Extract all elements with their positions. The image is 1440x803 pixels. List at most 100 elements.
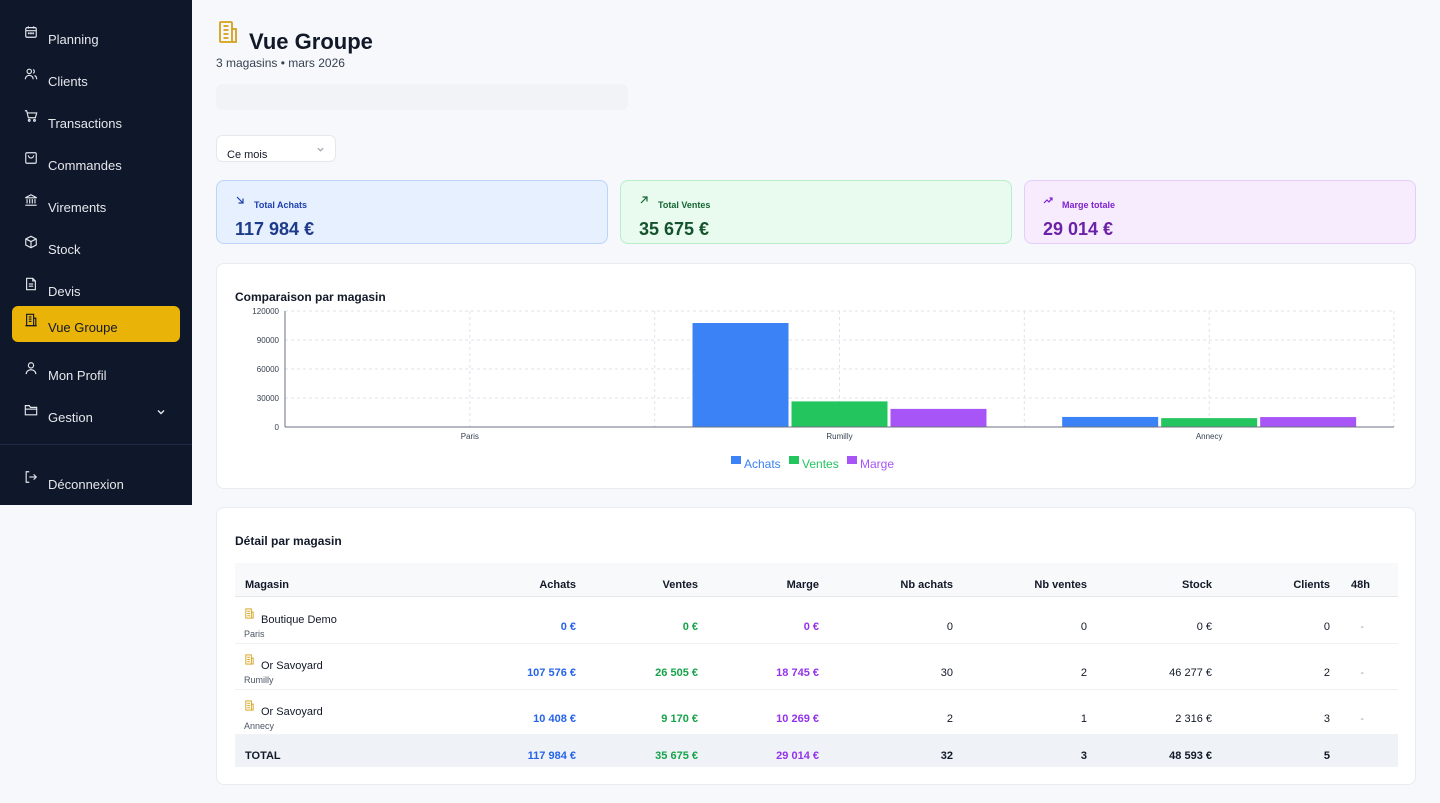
table-header: Magasin Achats Ventes Marge Nb achats Nb…	[235, 563, 1398, 597]
cell-clients: 3	[1323, 713, 1330, 725]
cell-achats: 10 408 €	[533, 713, 576, 725]
col-nb-achats: Nb achats	[900, 579, 953, 591]
cell-nb-achats: 30	[940, 667, 953, 679]
legend-label: Marge	[860, 457, 894, 471]
total-marge: 29 014 €	[776, 750, 819, 762]
store-city: Rumilly	[244, 675, 274, 685]
sidebar-item-vue-groupe[interactable]: Vue Groupe	[12, 306, 180, 342]
sidebar-item-label: Virements	[48, 199, 107, 215]
col-stock: Stock	[1182, 579, 1212, 591]
total-nb-ventes: 3	[1080, 750, 1087, 762]
bank-icon	[25, 194, 37, 206]
cell-clients: 2	[1323, 667, 1330, 679]
sidebar-item-label: Mon Profil	[48, 367, 107, 383]
sidebar-item-mon-profil[interactable]: Mon Profil	[12, 354, 180, 390]
store-name: Boutique Demo	[261, 614, 337, 626]
total-stock: 48 593 €	[1169, 750, 1212, 762]
cell-nb-ventes: 0	[1080, 621, 1087, 633]
sidebar-item-label: Transactions	[48, 115, 122, 131]
arrow-down-right-icon	[236, 196, 244, 204]
x-tick-label: Rumilly	[826, 432, 852, 441]
col-achats: Achats	[539, 579, 576, 591]
bar-marge	[890, 408, 987, 427]
sidebar-item-gestion[interactable]: Gestion	[12, 396, 180, 432]
legend-label: Achats	[744, 457, 781, 471]
sidebar-item-clients[interactable]: Clients	[12, 60, 180, 96]
chevron-down-icon	[317, 147, 324, 152]
kpi-total-achats: Total Achats 117 984 €	[216, 180, 608, 244]
sidebar-item-label: Gestion	[48, 409, 93, 425]
chevron-down-icon[interactable]	[156, 407, 166, 417]
table-total-row: TOTAL 117 984 € 35 675 € 29 014 € 32 3 4…	[235, 734, 1398, 767]
kpi-total-ventes: Total Ventes 35 675 €	[620, 180, 1012, 244]
sidebar-item-commandes[interactable]: Commandes	[12, 144, 180, 180]
sidebar-item-virements[interactable]: Virements	[12, 186, 180, 222]
table-row[interactable]: Or Savoyard Annecy 10 408 € 9 170 € 10 2…	[235, 690, 1398, 736]
kpi-title: Total Achats	[254, 200, 308, 210]
total-label: TOTAL	[245, 750, 281, 762]
y-tick-label: 120000	[252, 307, 279, 316]
legend-swatch	[789, 456, 799, 464]
legend-label: Ventes	[802, 457, 839, 471]
cell-stock: 0 €	[1196, 621, 1212, 633]
logout-label: Déconnexion	[48, 476, 124, 492]
kpi-value: 29 014 €	[1043, 219, 1114, 239]
kpi-value: 117 984 €	[235, 219, 315, 239]
page-subtitle: 3 magasins • mars 2026	[216, 56, 345, 70]
sidebar-divider	[0, 444, 192, 445]
cell-marge: 0 €	[803, 621, 819, 633]
trending-up-icon	[1043, 197, 1053, 204]
sidebar-item-label: Vue Groupe	[48, 319, 118, 335]
bar-marge	[1260, 417, 1357, 427]
legend-swatch	[847, 456, 857, 464]
col-marge: Marge	[786, 579, 819, 591]
sidebar-item-label: Clients	[48, 73, 88, 89]
cell-clients: 0	[1323, 621, 1330, 633]
table-row[interactable]: Boutique Demo Paris 0 € 0 € 0 € 0 0 0 € …	[235, 598, 1398, 644]
building-icon	[245, 608, 254, 619]
bar-achats	[1062, 416, 1159, 427]
y-tick-label: 30000	[257, 394, 280, 403]
building-icon	[245, 654, 254, 665]
box-icon	[25, 235, 37, 249]
cell-nb-achats: 2	[946, 713, 953, 725]
logout-button[interactable]: Déconnexion	[12, 463, 180, 499]
col-48h: 48h	[1351, 579, 1370, 591]
kpi-marge-totale: Marge totale 29 014 €	[1024, 180, 1416, 244]
sidebar-item-stock[interactable]: Stock	[12, 228, 180, 264]
x-tick-label: Annecy	[1196, 432, 1223, 441]
document-icon	[26, 277, 36, 291]
col-ventes: Ventes	[662, 579, 698, 591]
store-name: Or Savoyard	[261, 660, 323, 672]
sidebar-item-transactions[interactable]: Transactions	[12, 102, 180, 138]
cell-ventes: 0 €	[682, 621, 698, 633]
cell-nb-achats: 0	[946, 621, 953, 633]
y-tick-label: 0	[275, 423, 280, 432]
building-icon	[219, 21, 237, 43]
building-icon	[25, 313, 37, 327]
bar-ventes	[1161, 418, 1258, 427]
cell-nb-ventes: 2	[1080, 667, 1087, 679]
calendar-icon	[25, 26, 37, 38]
user-icon	[25, 362, 37, 375]
users-icon	[24, 68, 38, 80]
page-title: Vue Groupe	[249, 29, 373, 54]
store-city: Annecy	[244, 721, 275, 731]
total-clients: 5	[1323, 750, 1330, 762]
table-row[interactable]: Or Savoyard Rumilly 107 576 € 26 505 € 1…	[235, 644, 1398, 690]
sidebar-item-planning[interactable]: Planning	[12, 18, 180, 54]
building-icon	[245, 700, 254, 711]
loading-placeholder	[216, 84, 628, 110]
kpi-title: Marge totale	[1062, 200, 1116, 210]
sidebar-item-devis[interactable]: Devis	[12, 270, 180, 306]
sidebar-item-label: Stock	[48, 241, 81, 257]
x-tick-label: Paris	[461, 432, 479, 441]
period-select[interactable]: Ce mois	[216, 135, 336, 162]
period-select-value: Ce mois	[227, 149, 268, 161]
cell-ventes: 9 170 €	[661, 713, 698, 725]
cell-ventes: 26 505 €	[655, 667, 698, 679]
col-nb-ventes: Nb ventes	[1034, 579, 1087, 591]
cell-48h: -	[1360, 667, 1364, 679]
kpi-value: 35 675 €	[639, 219, 710, 239]
total-ventes: 35 675 €	[655, 750, 698, 762]
